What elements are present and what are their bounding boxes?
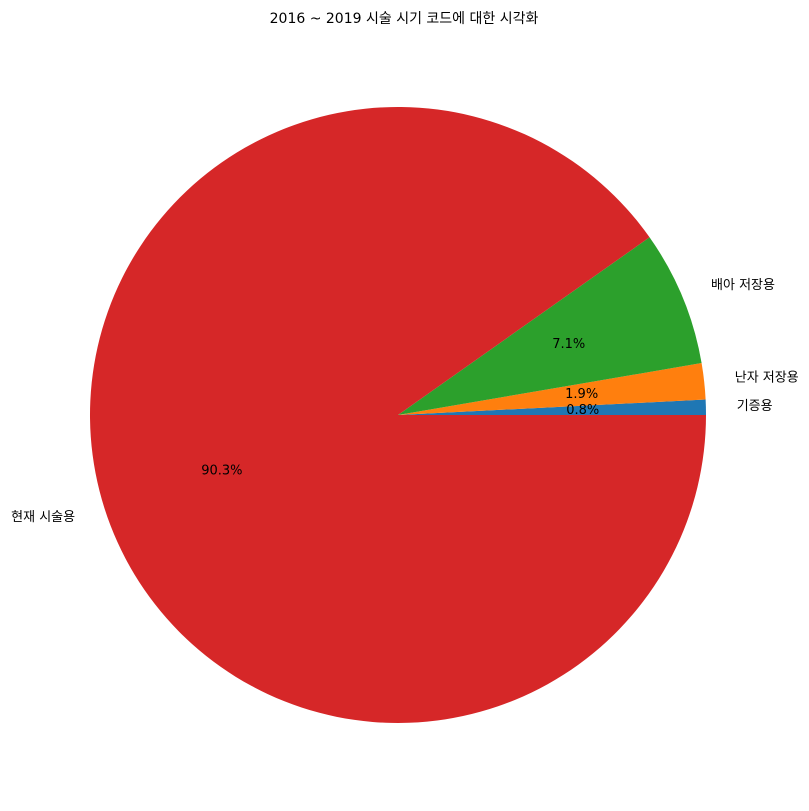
pie-slice [398, 399, 706, 415]
slice-percent-label: 90.3% [201, 463, 242, 478]
slice-percent-label: 0.8% [566, 403, 599, 418]
slice-label: 난자 저장용 [735, 370, 799, 385]
slice-label: 배아 저장용 [711, 278, 775, 293]
slice-percent-label: 1.9% [565, 387, 598, 402]
pie-slice [398, 237, 702, 415]
pie-slice [398, 363, 706, 415]
slice-label: 현재 시술용 [11, 510, 75, 525]
pie-slices [89, 106, 706, 723]
slice-label: 기증용 [737, 399, 773, 414]
pie-slice [89, 106, 706, 723]
pie-labels: 기증용 0.8% 난자 저장용 1.9% 배아 저장용 7.1% 현재 시술용 90.3% [11, 278, 799, 525]
slice-percent-label: 7.1% [552, 337, 585, 352]
chart-title: 2016 ~ 2019 시술 시기 코드에 대한 시각화 [270, 11, 539, 27]
